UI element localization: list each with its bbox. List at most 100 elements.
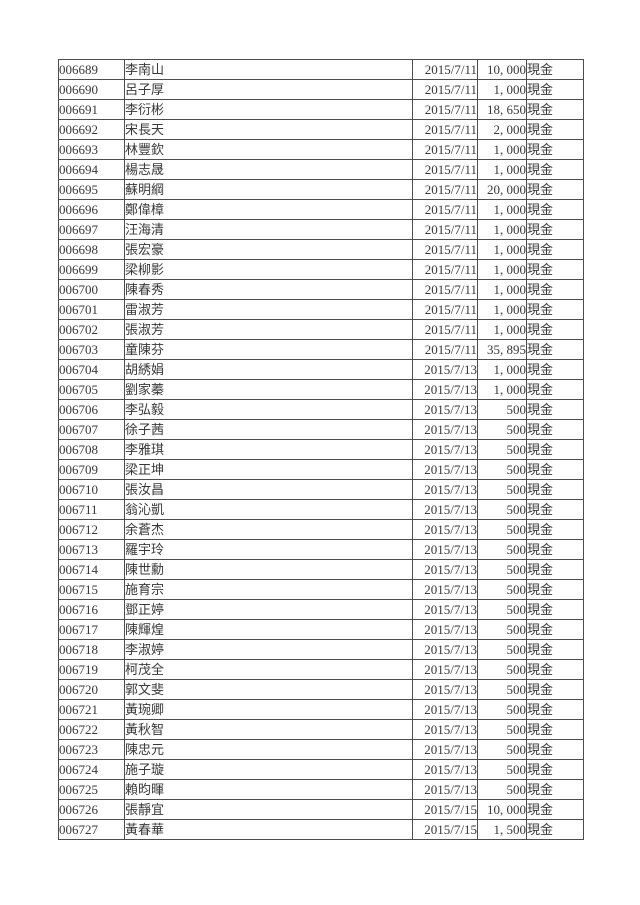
payment-method-cell: 現金 [526, 539, 584, 560]
payment-method-cell: 現金 [526, 679, 584, 700]
amount-cell: 500 [477, 499, 527, 520]
person-name-cell: 林豐欽 [124, 139, 413, 160]
person-name-cell: 施子璇 [124, 759, 413, 780]
payment-method-cell: 現金 [526, 439, 584, 460]
record-id-cell: 006692 [58, 119, 125, 140]
record-id-cell: 006727 [58, 819, 125, 840]
table-row: 006710 張汝昌 2015/7/13 500 現金 [58, 479, 584, 500]
date-cell: 2015/7/13 [412, 679, 478, 700]
table-row: 006712 余蒼杰 2015/7/13 500 現金 [58, 519, 584, 540]
person-name-cell: 張靜宜 [124, 799, 413, 820]
table-row: 006689 李南山 2015/7/11 10, 000 現金 [58, 59, 584, 80]
table-row: 006714 陳世勳 2015/7/13 500 現金 [58, 559, 584, 580]
date-cell: 2015/7/13 [412, 579, 478, 600]
amount-cell: 500 [477, 539, 527, 560]
table-row: 006715 施育宗 2015/7/13 500 現金 [58, 579, 584, 600]
payment-method-cell: 現金 [526, 599, 584, 620]
record-id-cell: 006689 [58, 59, 125, 80]
table-row: 006707 徐子茜 2015/7/13 500 現金 [58, 419, 584, 440]
date-cell: 2015/7/11 [412, 219, 478, 240]
date-cell: 2015/7/13 [412, 379, 478, 400]
amount-cell: 500 [477, 759, 527, 780]
payment-method-cell: 現金 [526, 659, 584, 680]
person-name-cell: 黃琬卿 [124, 699, 413, 720]
payment-method-cell: 現金 [526, 379, 584, 400]
payment-method-cell: 現金 [526, 519, 584, 540]
date-cell: 2015/7/13 [412, 599, 478, 620]
person-name-cell: 楊志晟 [124, 159, 413, 180]
payment-method-cell: 現金 [526, 699, 584, 720]
payment-method-cell: 現金 [526, 179, 584, 200]
table-row: 006696 鄭偉樟 2015/7/11 1, 000 現金 [58, 199, 584, 220]
amount-cell: 1, 000 [477, 159, 527, 180]
person-name-cell: 宋長天 [124, 119, 413, 140]
table-row: 006708 李雅琪 2015/7/13 500 現金 [58, 439, 584, 460]
ledger-table-body: 006689 李南山 2015/7/11 10, 000 現金 006690 呂… [58, 59, 584, 840]
record-id-cell: 006690 [58, 79, 125, 100]
date-cell: 2015/7/13 [412, 499, 478, 520]
amount-cell: 500 [477, 779, 527, 800]
payment-method-cell: 現金 [526, 479, 584, 500]
record-id-cell: 006723 [58, 739, 125, 760]
table-row: 006697 汪海清 2015/7/11 1, 000 現金 [58, 219, 584, 240]
record-id-cell: 006706 [58, 399, 125, 420]
person-name-cell: 劉家蓁 [124, 379, 413, 400]
payment-method-cell: 現金 [526, 279, 584, 300]
date-cell: 2015/7/11 [412, 239, 478, 260]
amount-cell: 500 [477, 599, 527, 620]
amount-cell: 1, 000 [477, 299, 527, 320]
table-row: 006716 鄧正婷 2015/7/13 500 現金 [58, 599, 584, 620]
record-id-cell: 006699 [58, 259, 125, 280]
table-row: 006723 陳忠元 2015/7/13 500 現金 [58, 739, 584, 760]
table-row: 006692 宋長天 2015/7/11 2, 000 現金 [58, 119, 584, 140]
payment-method-cell: 現金 [526, 199, 584, 220]
table-row: 006720 郭文斐 2015/7/13 500 現金 [58, 679, 584, 700]
amount-cell: 500 [477, 439, 527, 460]
record-id-cell: 006691 [58, 99, 125, 120]
payment-method-cell: 現金 [526, 799, 584, 820]
table-row: 006705 劉家蓁 2015/7/13 1, 000 現金 [58, 379, 584, 400]
table-row: 006709 梁正坤 2015/7/13 500 現金 [58, 459, 584, 480]
payment-method-cell: 現金 [526, 719, 584, 740]
payment-method-cell: 現金 [526, 319, 584, 340]
date-cell: 2015/7/13 [412, 719, 478, 740]
record-id-cell: 006715 [58, 579, 125, 600]
table-row: 006718 李淑婷 2015/7/13 500 現金 [58, 639, 584, 660]
date-cell: 2015/7/13 [412, 779, 478, 800]
person-name-cell: 李弘毅 [124, 399, 413, 420]
date-cell: 2015/7/13 [412, 659, 478, 680]
amount-cell: 500 [477, 479, 527, 500]
amount-cell: 1, 000 [477, 219, 527, 240]
person-name-cell: 徐子茜 [124, 419, 413, 440]
table-row: 006726 張靜宜 2015/7/15 10, 000 現金 [58, 799, 584, 820]
amount-cell: 500 [477, 679, 527, 700]
record-id-cell: 006721 [58, 699, 125, 720]
amount-cell: 1, 000 [477, 359, 527, 380]
amount-cell: 500 [477, 519, 527, 540]
person-name-cell: 李雅琪 [124, 439, 413, 460]
person-name-cell: 童陳芬 [124, 339, 413, 360]
amount-cell: 1, 000 [477, 279, 527, 300]
payment-method-cell: 現金 [526, 299, 584, 320]
person-name-cell: 蘇明綱 [124, 179, 413, 200]
payment-method-cell: 現金 [526, 459, 584, 480]
date-cell: 2015/7/13 [412, 639, 478, 660]
date-cell: 2015/7/11 [412, 59, 478, 80]
payment-method-cell: 現金 [526, 239, 584, 260]
record-id-cell: 006724 [58, 759, 125, 780]
payment-method-cell: 現金 [526, 759, 584, 780]
table-row: 006698 張宏豪 2015/7/11 1, 000 現金 [58, 239, 584, 260]
table-row: 006719 柯茂全 2015/7/13 500 現金 [58, 659, 584, 680]
person-name-cell: 陳輝煌 [124, 619, 413, 640]
payment-method-cell: 現金 [526, 99, 584, 120]
record-id-cell: 006693 [58, 139, 125, 160]
payment-method-cell: 現金 [526, 619, 584, 640]
amount-cell: 18, 650 [477, 99, 527, 120]
amount-cell: 1, 000 [477, 239, 527, 260]
table-row: 006700 陳春秀 2015/7/11 1, 000 現金 [58, 279, 584, 300]
record-id-cell: 006700 [58, 279, 125, 300]
table-row: 006702 張淑芳 2015/7/11 1, 000 現金 [58, 319, 584, 340]
person-name-cell: 胡綉娟 [124, 359, 413, 380]
payment-method-cell: 現金 [526, 779, 584, 800]
